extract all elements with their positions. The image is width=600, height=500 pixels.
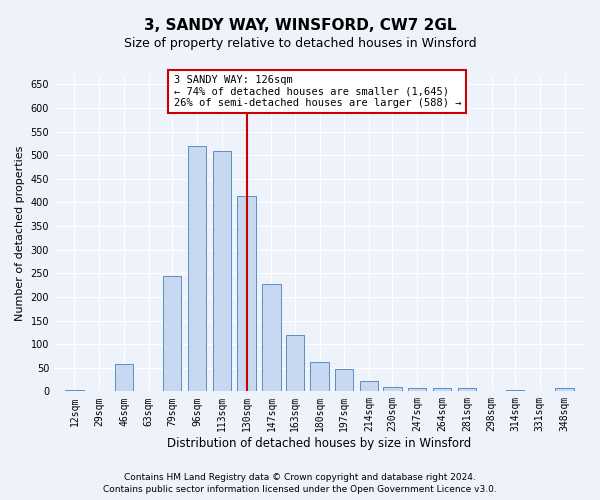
Bar	[262, 284, 281, 392]
Text: Size of property relative to detached houses in Winsford: Size of property relative to detached ho…	[124, 38, 476, 51]
Bar	[310, 362, 329, 392]
X-axis label: Distribution of detached houses by size in Winsford: Distribution of detached houses by size …	[167, 437, 472, 450]
Bar	[115, 364, 133, 392]
Text: Contains public sector information licensed under the Open Government Licence v3: Contains public sector information licen…	[103, 485, 497, 494]
Bar	[286, 334, 304, 392]
Bar	[360, 381, 378, 392]
Bar	[556, 388, 574, 392]
Text: Contains HM Land Registry data © Crown copyright and database right 2024.: Contains HM Land Registry data © Crown c…	[124, 472, 476, 482]
Bar	[433, 388, 451, 392]
Bar	[408, 388, 427, 392]
Text: 3, SANDY WAY, WINSFORD, CW7 2GL: 3, SANDY WAY, WINSFORD, CW7 2GL	[144, 18, 456, 32]
Text: 3 SANDY WAY: 126sqm
← 74% of detached houses are smaller (1,645)
26% of semi-det: 3 SANDY WAY: 126sqm ← 74% of detached ho…	[173, 75, 461, 108]
Bar	[163, 276, 181, 392]
Bar	[506, 390, 524, 392]
Bar	[458, 388, 476, 392]
Bar	[238, 196, 256, 392]
Bar	[383, 386, 401, 392]
Bar	[212, 152, 231, 392]
Bar	[335, 369, 353, 392]
Bar	[188, 146, 206, 392]
Y-axis label: Number of detached properties: Number of detached properties	[15, 146, 25, 321]
Bar	[65, 390, 83, 392]
